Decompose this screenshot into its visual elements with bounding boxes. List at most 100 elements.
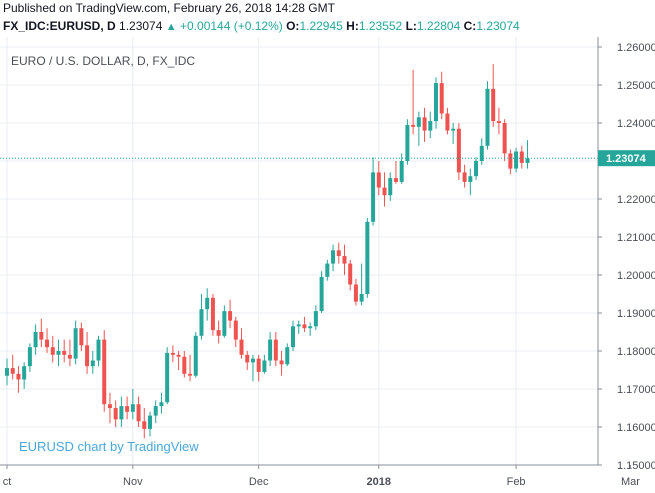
candle-up — [119, 406, 124, 420]
candle-up — [73, 328, 78, 359]
published-note: Published on TradingView.com, February 2… — [3, 1, 335, 15]
time-tick-label: Dec — [249, 476, 269, 488]
time-tick-label: ct — [3, 476, 12, 488]
candle-up — [474, 161, 479, 177]
last-price-tag — [598, 150, 655, 167]
candle-up — [405, 124, 410, 161]
candle-up — [479, 145, 484, 161]
candle-up — [56, 351, 61, 355]
last-price-tag-label: 1.23074 — [606, 153, 647, 165]
candle-up — [291, 326, 295, 348]
candle-down — [411, 124, 416, 127]
price-tick-label: 1.17000 — [617, 384, 655, 396]
time-axis[interactable]: ct Nov Dec 2018 Feb Mar — [3, 465, 641, 488]
candle-up — [313, 311, 318, 327]
candle-up — [33, 332, 38, 348]
candle-down — [239, 339, 244, 355]
time-tick-label: 2018 — [367, 476, 391, 488]
candle-down — [456, 128, 461, 173]
candle-up — [434, 83, 438, 122]
price-axis[interactable]: 1.260001.250001.240001.230001.220001.210… — [598, 42, 655, 472]
price-tick-label: 1.25000 — [617, 80, 655, 92]
candle-up — [428, 121, 433, 131]
candle-down — [210, 297, 215, 331]
candle-down — [107, 404, 112, 408]
candle-up — [308, 326, 313, 329]
candle-down — [508, 153, 513, 169]
candle-up — [27, 347, 32, 367]
candle-up — [153, 406, 158, 416]
symbol-header: FX_IDC:EURUSD, D 1.23074 ▲ +0.00144 (+0.… — [3, 19, 520, 33]
candle-down — [342, 256, 347, 264]
candle-down — [10, 368, 15, 374]
candle-up — [359, 294, 364, 302]
candle-down — [422, 117, 427, 131]
candle-up — [514, 151, 519, 169]
candle-down — [85, 345, 90, 367]
time-tick-label: Mar — [621, 476, 640, 488]
candle-up — [199, 309, 204, 336]
candle-up — [193, 335, 198, 376]
high-label: H: — [346, 19, 359, 33]
candle-down — [348, 263, 353, 285]
candle-up — [325, 263, 330, 277]
time-tick-label: Feb — [507, 476, 526, 488]
candle-down — [45, 339, 50, 348]
candle-up — [485, 88, 490, 146]
price-tick-label: 1.20000 — [617, 270, 655, 282]
candle-up — [371, 172, 376, 222]
candlestick-chart[interactable]: 1.260001.250001.240001.230001.220001.210… — [0, 37, 655, 493]
candle-down — [176, 354, 181, 357]
candle-up — [268, 339, 273, 361]
candle-down — [519, 151, 524, 163]
candle-up — [296, 324, 301, 327]
candle-down — [233, 320, 238, 340]
candle-up — [22, 366, 27, 380]
candle-up — [148, 415, 152, 429]
candle-down — [228, 311, 233, 321]
candle-down — [376, 172, 381, 188]
candle-up — [525, 158, 530, 163]
price-tick-label: 1.24000 — [617, 118, 655, 130]
candle-down — [62, 351, 67, 355]
candle-up — [262, 360, 267, 372]
candle-down — [142, 421, 147, 429]
candle-down — [125, 406, 130, 412]
candle-down — [273, 339, 278, 361]
open-label: O: — [286, 19, 300, 33]
candle-up — [222, 311, 227, 336]
candle-up — [451, 128, 456, 131]
price-tick-label: 1.22000 — [617, 194, 655, 206]
candle-down — [336, 250, 341, 256]
candle-down — [502, 123, 507, 154]
candle-down — [188, 373, 193, 376]
candle-up — [165, 352, 170, 403]
candle-down — [182, 356, 187, 374]
candle-up — [319, 276, 324, 312]
candle-up — [388, 178, 393, 196]
low-label: L: — [405, 19, 417, 33]
candle-down — [170, 352, 175, 355]
candles-group — [5, 64, 530, 439]
chart-title: EURO / U.S. DOLLAR, D, FX_IDC — [11, 54, 195, 68]
candle-down — [393, 178, 398, 182]
candle-up — [365, 221, 370, 294]
candle-up — [331, 250, 336, 264]
candle-up — [250, 358, 255, 363]
candle-down — [439, 83, 444, 114]
candle-down — [245, 354, 250, 363]
candle-up — [159, 402, 164, 407]
candle-down — [67, 354, 72, 359]
candle-down — [39, 332, 44, 340]
candle-up — [468, 176, 473, 182]
price-tick-label: 1.26000 — [617, 42, 655, 54]
candle-down — [353, 284, 358, 302]
candle-down — [496, 121, 501, 123]
price-change: +0.00144 (+0.12%) — [180, 19, 283, 33]
symbol-label: FX_IDC:EURUSD, D — [3, 19, 116, 33]
candle-down — [445, 113, 450, 131]
candle-down — [256, 358, 261, 372]
candle-down — [382, 187, 387, 196]
candle-down — [113, 408, 118, 420]
price-tick-label: 1.21000 — [617, 232, 655, 244]
